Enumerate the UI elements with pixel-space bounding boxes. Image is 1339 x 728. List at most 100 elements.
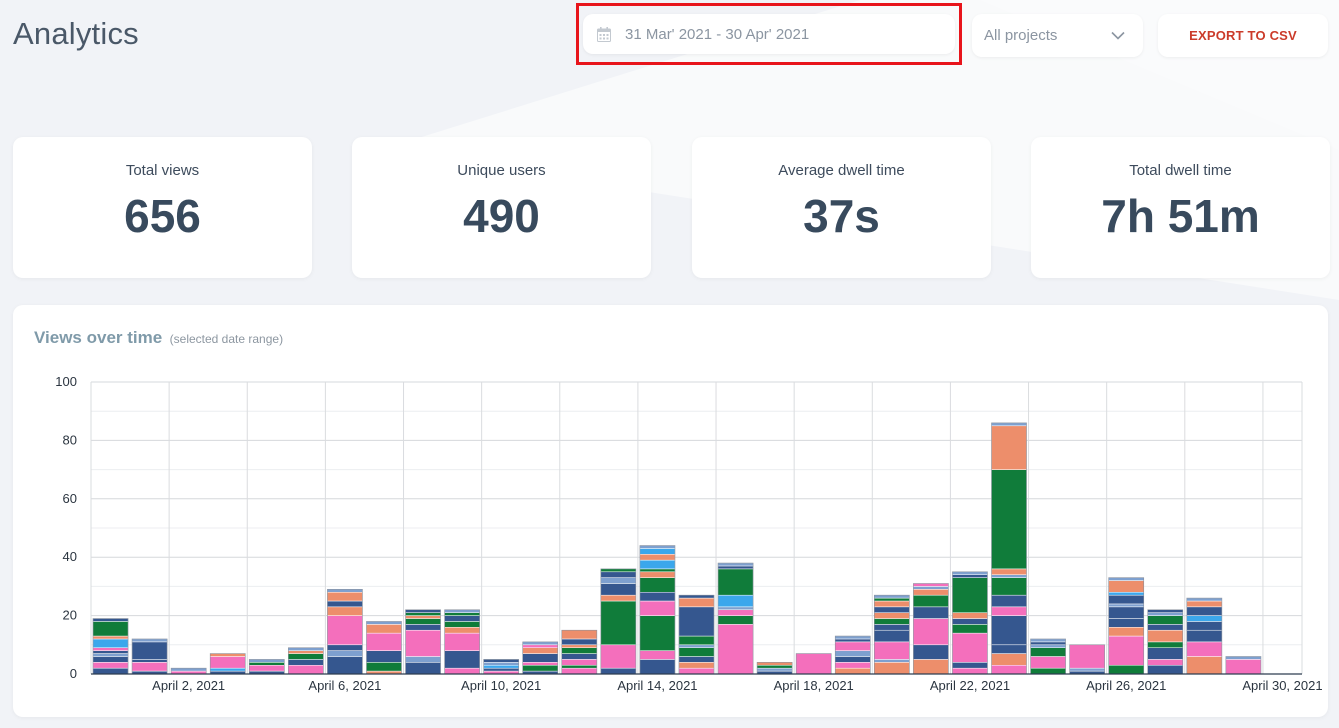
- bar-segment: [405, 662, 441, 675]
- bar-segment: [874, 641, 910, 660]
- export-csv-button[interactable]: EXPORT TO CSV: [1158, 14, 1328, 57]
- bar-segment: [327, 600, 363, 608]
- bar-segment: [834, 650, 871, 657]
- bar-segment: [717, 565, 754, 570]
- bar-segment: [913, 618, 949, 646]
- bar-segment: [92, 621, 129, 637]
- x-tick-label: April 22, 2021: [930, 678, 1010, 693]
- date-range-picker[interactable]: 31 Mar' 2021 - 30 Apr' 2021: [583, 14, 955, 54]
- bar-segment: [131, 662, 168, 672]
- bar-segment: [639, 554, 676, 561]
- bar-segment: [1147, 664, 1184, 675]
- bar-segment: [444, 650, 480, 669]
- bar-segment: [991, 577, 1027, 596]
- bar-segment: [717, 609, 754, 616]
- bar-segment: [1147, 609, 1184, 613]
- bar-segment: [92, 650, 129, 654]
- bar-segment: [1069, 667, 1105, 672]
- stat-value: 37s: [803, 190, 880, 242]
- bar-segment: [366, 621, 402, 625]
- bar-segment: [874, 600, 910, 608]
- bar-segment: [952, 662, 988, 669]
- bar-segment: [952, 574, 988, 578]
- bar-segment: [678, 647, 715, 657]
- bar-segment: [717, 606, 754, 611]
- bar-segment: [1108, 664, 1144, 675]
- bar-segment: [991, 615, 1027, 646]
- bar-segment: [639, 659, 676, 675]
- bar-segment: [913, 659, 949, 675]
- bar-segment: [170, 667, 207, 672]
- bar-segment: [444, 627, 480, 634]
- y-tick-label: 20: [63, 608, 77, 623]
- bar-segment: [991, 568, 1027, 575]
- bar-segment: [874, 612, 910, 619]
- stat-value: 490: [463, 190, 540, 242]
- bar-segment: [795, 653, 832, 675]
- bar-segment: [1147, 647, 1184, 660]
- bar-segment: [92, 656, 129, 663]
- bar-segment: [639, 577, 676, 593]
- bar-segment: [717, 568, 754, 596]
- bar-segment: [92, 635, 129, 640]
- bar-segment: [483, 667, 519, 672]
- bar-segment: [405, 618, 441, 625]
- bar-segment: [1186, 629, 1223, 643]
- bar-segment: [834, 635, 871, 640]
- y-tick-label: 60: [63, 491, 77, 506]
- bar-segment: [874, 624, 910, 631]
- bar-segment: [639, 545, 676, 549]
- bar-segment: [405, 609, 441, 613]
- bar-segment: [1108, 591, 1144, 596]
- bar-segment: [678, 597, 715, 608]
- views-over-time-card: Views over time (selected date range) 0 2…: [13, 305, 1328, 717]
- bar-segment: [483, 662, 519, 666]
- bar-segment: [405, 615, 441, 619]
- chart-subtitle: (selected date range): [169, 332, 284, 346]
- bar-segment: [405, 656, 441, 663]
- bar-segment: [249, 659, 285, 663]
- bar-segment: [991, 644, 1027, 654]
- bar-segment: [1147, 641, 1184, 648]
- bar-segment: [600, 600, 637, 646]
- project-select[interactable]: All projects: [972, 14, 1143, 57]
- bar-segment: [92, 638, 129, 648]
- bar-segment: [756, 667, 793, 672]
- bar-segment: [717, 624, 754, 675]
- bar-segment: [991, 425, 1027, 470]
- bar-segment: [834, 638, 871, 643]
- bar-segment: [600, 568, 637, 573]
- bar-segment: [561, 629, 598, 640]
- bar-segment: [991, 606, 1027, 616]
- x-tick-label: April 10, 2021: [461, 678, 541, 693]
- bar-segment: [717, 594, 754, 608]
- bar-segment: [444, 621, 480, 628]
- bar-segment: [209, 667, 246, 672]
- bar-segment: [327, 615, 363, 646]
- chevron-down-icon: [1111, 31, 1125, 40]
- bar-segment: [1186, 621, 1223, 631]
- bar-segment: [522, 664, 559, 672]
- bar-segment: [1108, 603, 1144, 608]
- bar-segment: [327, 650, 363, 657]
- bar-segment: [1147, 629, 1184, 643]
- bar-segment: [366, 632, 402, 651]
- views-over-time-chart: 0 20 40 60 80 100 April 2, 2021 April 6, 2021 Ap…: [55, 374, 1322, 693]
- bar-segment: [1030, 638, 1066, 643]
- bar-segment: [639, 591, 676, 602]
- bar-segment: [717, 562, 754, 567]
- x-tick-label: April 6, 2021: [308, 678, 381, 693]
- bar-segment: [1030, 644, 1066, 648]
- bar-segment: [678, 594, 715, 599]
- bar-segment: [561, 638, 598, 646]
- bar-segment: [405, 624, 441, 631]
- bar-segment: [952, 571, 988, 575]
- stat-label: Average dwell time: [778, 162, 905, 179]
- bar-segment: [1108, 594, 1144, 605]
- bar-segment: [1108, 606, 1144, 619]
- stat-label: Total dwell time: [1129, 162, 1232, 179]
- bar-segment: [131, 638, 168, 643]
- bar-segment: [600, 571, 637, 578]
- bar-segment: [1147, 612, 1184, 616]
- bar-segment: [288, 659, 324, 666]
